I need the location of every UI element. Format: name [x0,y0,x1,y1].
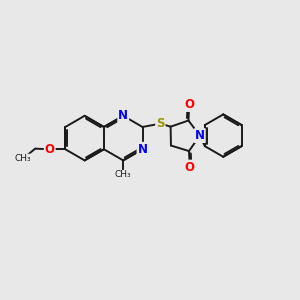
Text: CH₃: CH₃ [115,170,131,179]
Text: O: O [185,160,195,174]
Text: N: N [195,129,205,142]
Text: N: N [137,143,148,156]
Text: N: N [118,109,128,122]
Text: S: S [156,117,165,130]
Text: CH₃: CH₃ [15,154,31,163]
Text: O: O [184,98,194,111]
Text: O: O [45,143,55,156]
